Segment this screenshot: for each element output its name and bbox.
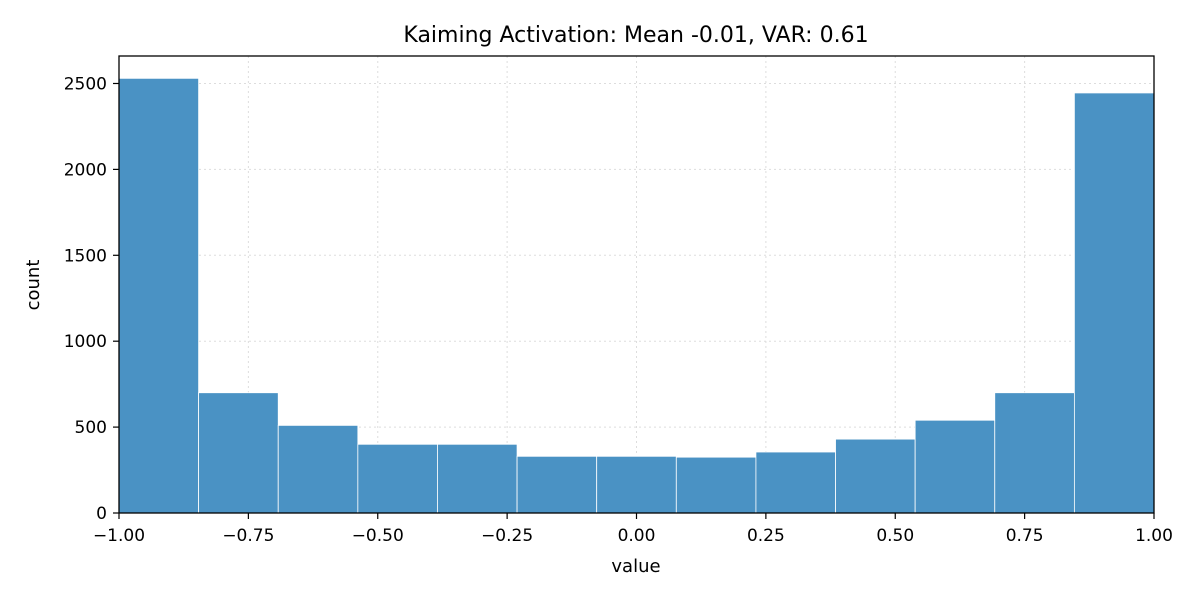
- x-tick-label: 0.50: [876, 526, 914, 546]
- histogram-bar: [357, 443, 438, 514]
- x-tick-label: 0.75: [1006, 526, 1044, 546]
- histogram-bar: [437, 443, 518, 514]
- x-tick-label: 0.25: [747, 526, 785, 546]
- y-tick-label: 2500: [64, 74, 107, 94]
- x-tick-label: −1.00: [93, 526, 145, 546]
- histogram-bar: [596, 455, 677, 514]
- y-axis-ticks: 0 500 1000 1500 2000 2500: [64, 74, 119, 524]
- histogram-bar: [277, 424, 359, 514]
- x-tick-label: 1.00: [1135, 526, 1173, 546]
- y-axis-label: count: [23, 260, 44, 311]
- histogram-bar: [755, 451, 836, 514]
- chart-title: Kaiming Activation: Mean -0.01, VAR: 0.6…: [403, 23, 868, 48]
- histogram-bar: [516, 455, 598, 514]
- x-tick-label: −0.75: [222, 526, 274, 546]
- histogram-bar: [118, 77, 200, 514]
- histogram-bar: [675, 456, 757, 514]
- x-axis-label: value: [611, 556, 660, 577]
- y-tick-label: 0: [96, 504, 107, 524]
- histogram-bar: [835, 438, 916, 514]
- histogram-bar: [1073, 92, 1155, 514]
- histogram-bar: [198, 392, 279, 514]
- bars: [118, 77, 1155, 514]
- y-tick-label: 500: [75, 418, 107, 438]
- y-tick-label: 1500: [64, 246, 107, 266]
- x-tick-label: −0.25: [481, 526, 533, 546]
- histogram-bar: [994, 392, 1075, 514]
- histogram-bar: [914, 419, 996, 514]
- x-tick-label: −0.50: [352, 526, 404, 546]
- y-tick-label: 2000: [64, 160, 107, 180]
- y-tick-label: 1000: [64, 332, 107, 352]
- x-tick-label: 0.00: [618, 526, 656, 546]
- x-axis-ticks: −1.00 −0.75 −0.50 −0.25 0.00 0.25 0.50 0.75 1.00: [93, 513, 1173, 546]
